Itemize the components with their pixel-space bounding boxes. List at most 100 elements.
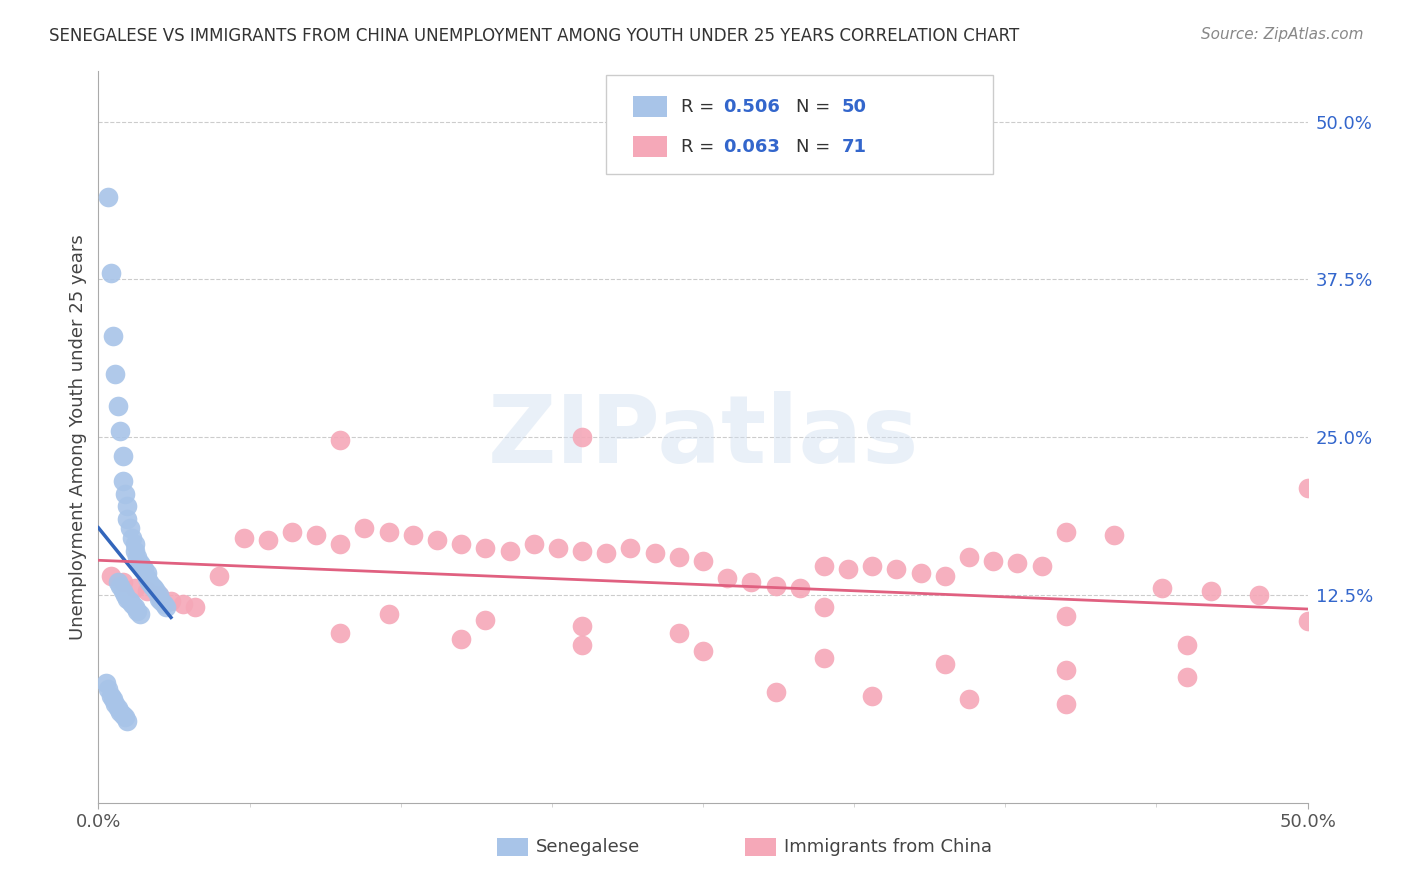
Point bbox=[124, 600, 146, 615]
Point bbox=[1249, 588, 1271, 602]
Point bbox=[571, 543, 593, 558]
Point bbox=[134, 562, 156, 576]
Point bbox=[107, 575, 129, 590]
Point bbox=[1054, 524, 1077, 539]
Point bbox=[145, 583, 167, 598]
Point bbox=[108, 705, 131, 719]
Point bbox=[571, 638, 593, 652]
Point bbox=[135, 571, 157, 585]
Point bbox=[150, 594, 173, 608]
Point bbox=[1175, 670, 1198, 684]
Point bbox=[668, 549, 690, 564]
Point bbox=[450, 537, 472, 551]
Text: 0.063: 0.063 bbox=[724, 138, 780, 156]
Point bbox=[813, 558, 835, 573]
Point bbox=[305, 528, 328, 542]
Point bbox=[128, 607, 150, 621]
Point bbox=[1199, 583, 1222, 598]
Point bbox=[1296, 481, 1319, 495]
Point bbox=[740, 575, 762, 590]
Point bbox=[104, 698, 127, 712]
Point bbox=[860, 689, 883, 703]
Text: ZIPatlas: ZIPatlas bbox=[488, 391, 918, 483]
Point bbox=[184, 600, 207, 615]
Point bbox=[148, 588, 170, 602]
Point bbox=[104, 367, 127, 381]
Point bbox=[108, 424, 131, 438]
Point bbox=[377, 607, 399, 621]
Point bbox=[377, 524, 399, 539]
Point bbox=[1054, 664, 1077, 678]
Point bbox=[571, 619, 593, 633]
Point bbox=[111, 575, 134, 590]
Point bbox=[141, 579, 163, 593]
Text: N =: N = bbox=[796, 138, 837, 156]
Point bbox=[692, 644, 714, 658]
Point bbox=[1152, 582, 1174, 596]
Point bbox=[152, 597, 174, 611]
Point bbox=[860, 558, 883, 573]
Point bbox=[353, 521, 375, 535]
Bar bbox=[633, 96, 666, 117]
Point bbox=[100, 569, 122, 583]
Y-axis label: Unemployment Among Youth under 25 years: Unemployment Among Youth under 25 years bbox=[69, 235, 87, 640]
Point bbox=[1175, 638, 1198, 652]
Point bbox=[117, 512, 139, 526]
Point bbox=[886, 562, 908, 576]
Point bbox=[155, 600, 177, 615]
Point bbox=[981, 554, 1004, 568]
Text: Senegalese: Senegalese bbox=[536, 838, 640, 855]
Point bbox=[97, 682, 120, 697]
Point bbox=[118, 521, 141, 535]
Point bbox=[1007, 556, 1029, 570]
Point bbox=[1054, 609, 1077, 624]
Point bbox=[837, 562, 859, 576]
Text: R =: R = bbox=[682, 98, 720, 116]
Point bbox=[547, 541, 569, 555]
Point bbox=[232, 531, 254, 545]
Point bbox=[474, 613, 496, 627]
Point bbox=[789, 582, 811, 596]
Point bbox=[765, 579, 787, 593]
Bar bbox=[633, 136, 666, 157]
Point bbox=[957, 692, 980, 706]
Point bbox=[474, 541, 496, 555]
Point bbox=[135, 583, 157, 598]
Point bbox=[668, 625, 690, 640]
Point bbox=[107, 399, 129, 413]
Point bbox=[114, 487, 136, 501]
Bar bbox=[745, 838, 776, 856]
Text: Source: ZipAtlas.com: Source: ZipAtlas.com bbox=[1201, 27, 1364, 42]
Point bbox=[692, 554, 714, 568]
Point bbox=[402, 528, 425, 542]
Point bbox=[523, 537, 546, 551]
Point bbox=[644, 546, 666, 560]
Point bbox=[111, 583, 134, 598]
Point bbox=[498, 543, 520, 558]
Point bbox=[97, 190, 120, 204]
Point bbox=[111, 474, 134, 488]
Point bbox=[121, 597, 143, 611]
Point bbox=[148, 591, 170, 606]
Point bbox=[114, 710, 136, 724]
Point bbox=[765, 685, 787, 699]
Bar bbox=[498, 838, 527, 856]
Point bbox=[117, 500, 139, 514]
Point bbox=[329, 625, 352, 640]
FancyBboxPatch shape bbox=[606, 75, 993, 174]
Point bbox=[107, 701, 129, 715]
Point bbox=[934, 569, 956, 583]
Point bbox=[117, 714, 139, 728]
Point bbox=[595, 546, 617, 560]
Point bbox=[101, 329, 124, 343]
Point bbox=[256, 533, 278, 548]
Point bbox=[94, 676, 117, 690]
Point bbox=[281, 524, 304, 539]
Point bbox=[450, 632, 472, 646]
Point bbox=[813, 650, 835, 665]
Point bbox=[100, 689, 122, 703]
Point bbox=[121, 531, 143, 545]
Point bbox=[108, 579, 131, 593]
Point bbox=[619, 541, 641, 555]
Point bbox=[571, 430, 593, 444]
